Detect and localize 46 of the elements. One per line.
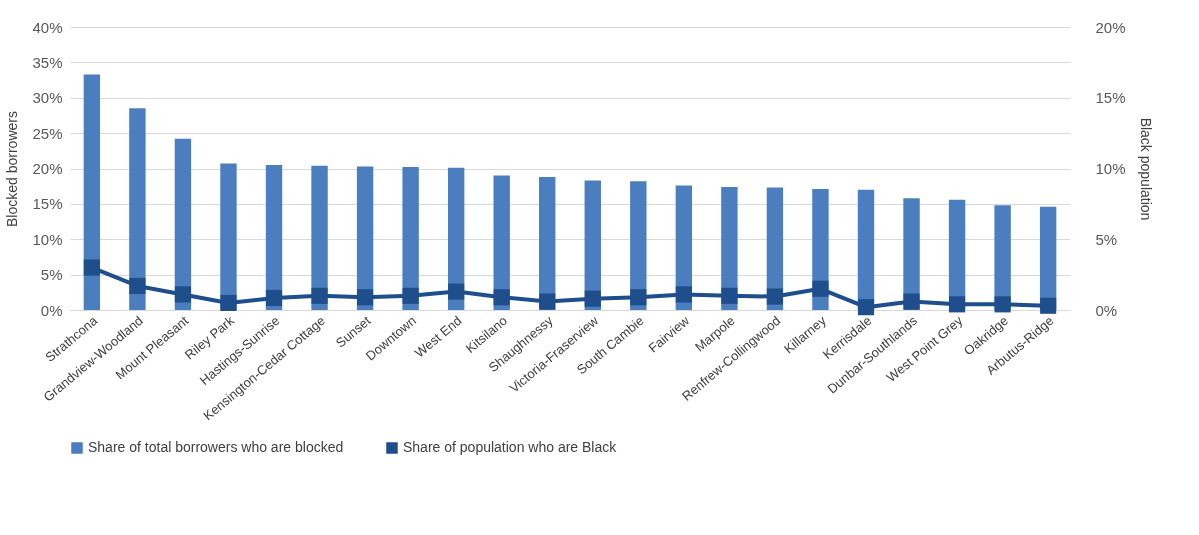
bar	[174, 138, 192, 310]
bar	[83, 74, 101, 310]
point	[857, 299, 875, 316]
point	[1040, 297, 1057, 314]
point	[812, 280, 829, 297]
point	[448, 283, 465, 300]
y-tick-label: 40%	[32, 18, 63, 36]
legend-label: Share of population who are Black	[403, 439, 618, 455]
point	[83, 259, 100, 276]
point	[584, 290, 601, 307]
y2-axis-title: Black population	[1137, 117, 1154, 221]
y2-tick-label: 15%	[1095, 89, 1126, 107]
point	[539, 293, 556, 310]
bar	[129, 108, 146, 310]
point	[630, 289, 647, 306]
point	[311, 287, 328, 304]
point	[721, 287, 738, 304]
y2-tick-label: 20%	[1095, 18, 1126, 36]
point	[129, 277, 146, 295]
bar	[311, 165, 328, 310]
bar	[402, 167, 419, 310]
y2-tick-label: 0%	[1095, 301, 1118, 319]
y-tick-label: 20%	[32, 160, 63, 177]
y-tick-label: 30%	[32, 89, 63, 107]
y-tick-label: 0%	[40, 301, 63, 319]
y-tick-label: 15%	[32, 195, 63, 213]
point	[174, 286, 191, 303]
point	[949, 296, 966, 313]
legend-label: Share of total borrowers who are blocked	[88, 439, 344, 455]
y2-tick-label: 10%	[1095, 160, 1126, 177]
point	[994, 296, 1011, 313]
y-tick-label: 25%	[32, 124, 63, 142]
y-tick-label: 10%	[32, 230, 63, 248]
y-tick-label: 5%	[40, 266, 63, 284]
y2-tick-label: 5%	[1095, 230, 1118, 248]
point	[265, 289, 283, 307]
point	[402, 287, 419, 304]
point	[357, 289, 374, 306]
y-axis-title: Blocked borrowers	[4, 111, 21, 227]
point	[220, 294, 237, 311]
point	[766, 288, 783, 305]
y-tick-label: 35%	[32, 53, 63, 71]
point	[903, 293, 920, 310]
bar	[447, 167, 465, 310]
point	[493, 289, 510, 306]
point	[675, 286, 692, 303]
